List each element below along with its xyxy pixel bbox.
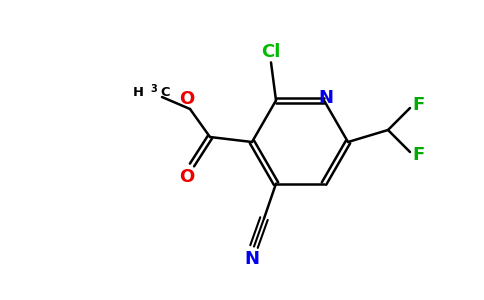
Text: O: O <box>180 168 195 186</box>
Text: C: C <box>160 85 169 98</box>
Text: N: N <box>244 250 259 268</box>
Text: N: N <box>318 89 333 107</box>
Text: Cl: Cl <box>261 44 281 62</box>
Text: O: O <box>180 90 195 108</box>
Text: 3: 3 <box>150 84 157 94</box>
Text: F: F <box>412 146 424 164</box>
Text: F: F <box>412 96 424 114</box>
Text: H: H <box>133 85 144 98</box>
